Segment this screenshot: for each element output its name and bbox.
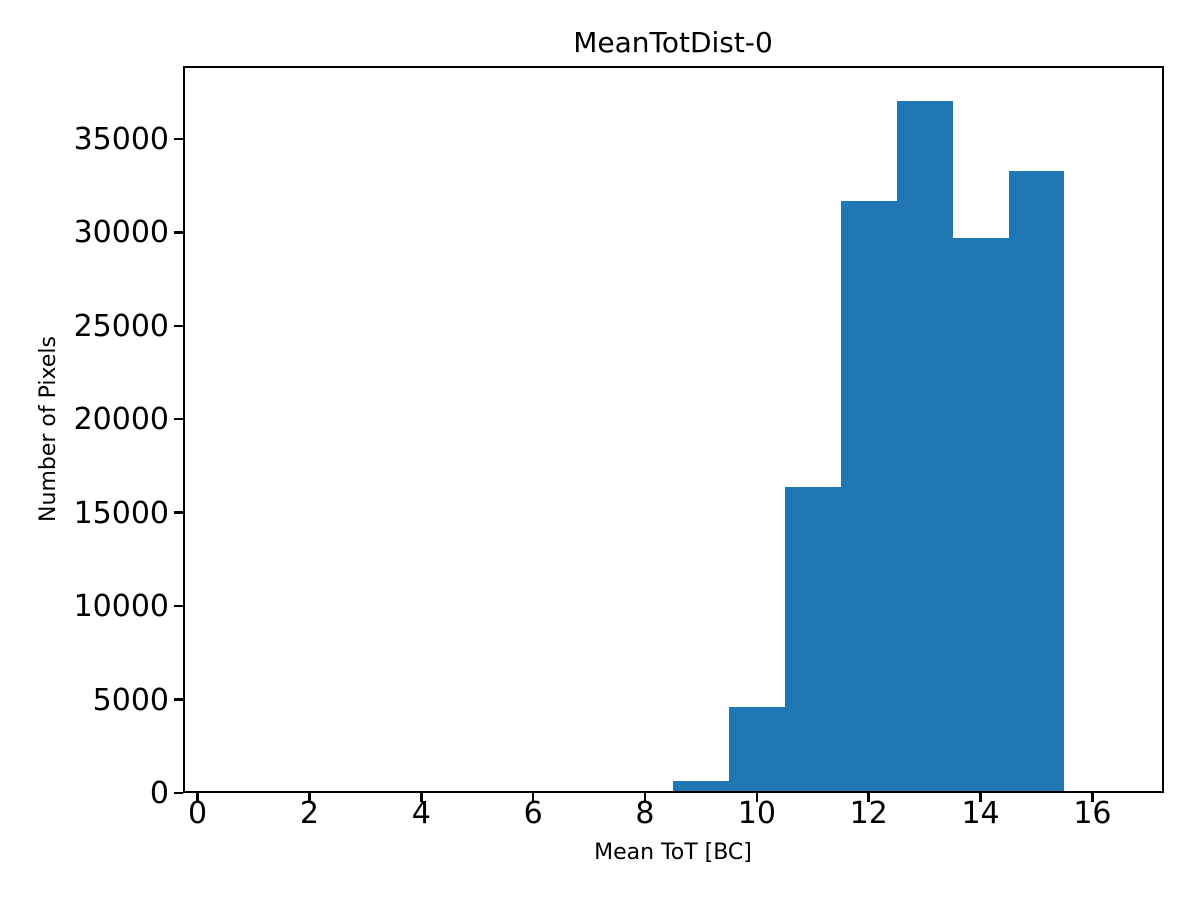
chart-title: MeanTotDist-0 [573, 26, 773, 59]
x-tick-mark [420, 793, 423, 802]
y-axis-label: Number of Pixels [36, 336, 61, 522]
y-tick-label: 30000 [73, 215, 169, 251]
histogram-bar [561, 790, 617, 793]
x-tick-mark [196, 793, 199, 802]
histogram-bar [896, 100, 953, 793]
histogram-bar [840, 200, 897, 793]
x-tick-label: 8 [635, 796, 655, 831]
x-tick-label: 16 [1073, 796, 1112, 831]
histogram-bar [337, 790, 394, 793]
histogram-bar [784, 486, 841, 793]
y-tick-label: 20000 [73, 402, 169, 438]
plot-area [183, 66, 1164, 793]
y-tick-mark [174, 791, 183, 795]
histogram-bar [952, 237, 1009, 793]
y-tick-label: 35000 [73, 121, 169, 157]
y-tick-mark [174, 604, 183, 608]
y-tick-mark [174, 511, 183, 514]
y-tick-label: 10000 [73, 589, 169, 625]
x-tick-label: 12 [849, 796, 888, 831]
x-tick-label: 4 [411, 796, 431, 831]
x-tick-mark [643, 793, 647, 802]
y-tick-label: 25000 [73, 308, 169, 344]
x-tick-mark [755, 793, 759, 802]
x-tick-mark [979, 793, 982, 802]
x-tick-label: 2 [299, 796, 319, 831]
y-tick-mark [174, 137, 183, 141]
y-tick-mark [174, 231, 183, 234]
x-tick-label: 14 [961, 796, 1000, 831]
histogram-bar [728, 707, 785, 793]
x-tick-label: 10 [737, 796, 776, 831]
histogram-bar [449, 790, 506, 793]
y-tick-label: 15000 [73, 495, 169, 531]
x-tick-mark [308, 793, 311, 802]
x-tick-mark [1091, 793, 1094, 802]
x-tick-mark [531, 793, 535, 802]
y-tick-mark [174, 698, 183, 701]
y-tick-mark [174, 417, 183, 421]
y-tick-label: 0 [149, 776, 169, 811]
x-tick-label: 6 [523, 796, 543, 831]
x-tick-mark [867, 793, 870, 802]
x-tick-label: 0 [187, 796, 208, 831]
x-axis-label: Mean ToT [BC] [594, 840, 752, 865]
histogram-bar [1008, 170, 1065, 793]
y-tick-mark [174, 324, 183, 328]
histogram-bar [672, 780, 729, 793]
y-tick-label: 5000 [92, 682, 169, 718]
